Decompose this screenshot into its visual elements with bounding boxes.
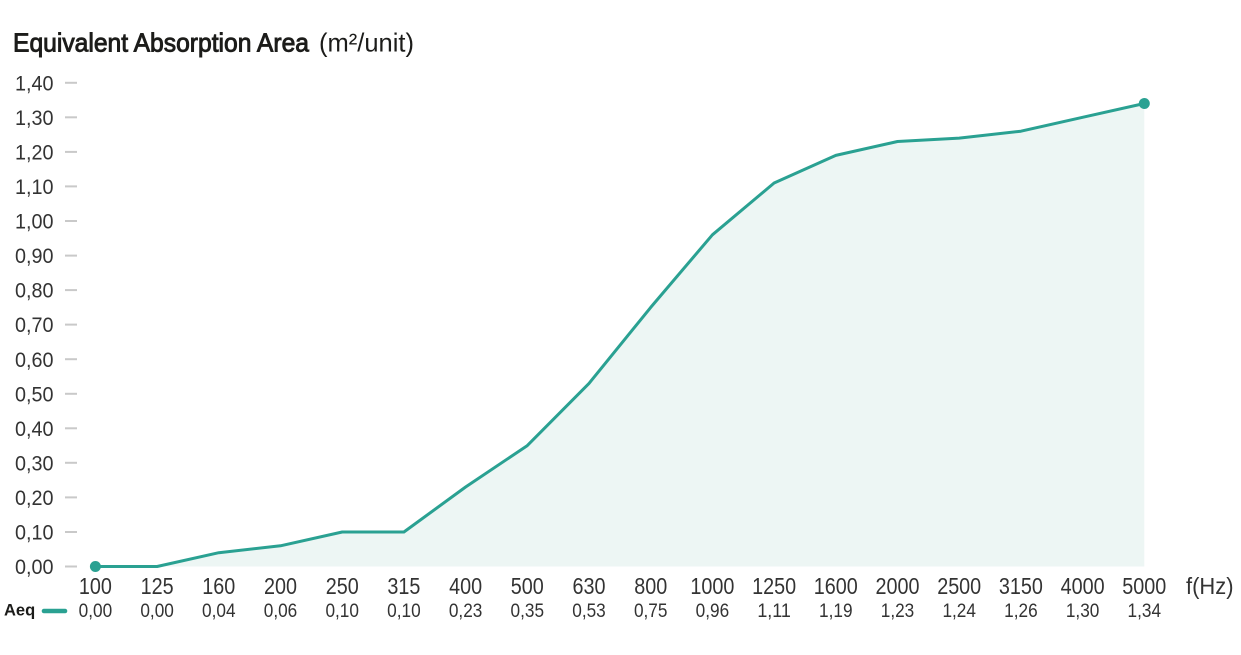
- svg-text:0,96: 0,96: [696, 601, 730, 622]
- svg-text:100: 100: [79, 573, 112, 599]
- svg-text:0,50: 0,50: [15, 383, 54, 406]
- svg-text:0,00: 0,00: [140, 601, 174, 622]
- svg-text:0,70: 0,70: [15, 314, 54, 337]
- svg-text:5000: 5000: [1122, 573, 1166, 599]
- svg-text:1,34: 1,34: [1128, 601, 1162, 622]
- svg-text:1,19: 1,19: [819, 601, 853, 622]
- svg-text:(m²/unit): (m²/unit): [319, 28, 414, 58]
- svg-text:1,23: 1,23: [881, 601, 915, 622]
- svg-text:160: 160: [202, 573, 235, 599]
- svg-text:1,00: 1,00: [15, 211, 54, 234]
- svg-text:1,24: 1,24: [942, 601, 976, 622]
- svg-text:1,30: 1,30: [1066, 601, 1100, 622]
- svg-text:0,10: 0,10: [325, 601, 359, 622]
- svg-text:0,53: 0,53: [572, 601, 606, 622]
- svg-text:f(Hz): f(Hz): [1186, 573, 1234, 599]
- svg-text:0,40: 0,40: [15, 418, 54, 441]
- svg-text:0,20: 0,20: [15, 487, 54, 510]
- svg-text:0,90: 0,90: [15, 245, 54, 268]
- svg-text:400: 400: [449, 573, 482, 599]
- svg-text:1000: 1000: [690, 573, 734, 599]
- svg-text:1,30: 1,30: [15, 107, 54, 130]
- svg-text:1600: 1600: [814, 573, 858, 599]
- svg-text:315: 315: [387, 573, 420, 599]
- svg-text:4000: 4000: [1061, 573, 1105, 599]
- svg-text:1,26: 1,26: [1004, 601, 1038, 622]
- svg-text:2500: 2500: [937, 573, 981, 599]
- svg-text:1,40: 1,40: [15, 72, 54, 95]
- svg-text:1250: 1250: [752, 573, 796, 599]
- svg-text:500: 500: [511, 573, 544, 599]
- svg-text:0,00: 0,00: [79, 601, 113, 622]
- svg-text:0,80: 0,80: [15, 280, 54, 303]
- svg-text:1,10: 1,10: [15, 176, 54, 199]
- svg-text:0,75: 0,75: [634, 601, 668, 622]
- svg-text:0,60: 0,60: [15, 349, 54, 372]
- svg-text:0,06: 0,06: [264, 601, 298, 622]
- svg-text:0,23: 0,23: [449, 601, 483, 622]
- svg-text:3150: 3150: [999, 573, 1043, 599]
- svg-text:0,30: 0,30: [15, 452, 54, 475]
- svg-text:250: 250: [326, 573, 359, 599]
- svg-text:125: 125: [141, 573, 174, 599]
- svg-text:0,10: 0,10: [15, 522, 54, 545]
- svg-text:0,35: 0,35: [511, 601, 545, 622]
- svg-text:0,10: 0,10: [387, 601, 421, 622]
- svg-text:0,04: 0,04: [202, 601, 236, 622]
- svg-text:0,00: 0,00: [15, 556, 54, 579]
- svg-text:630: 630: [573, 573, 606, 599]
- svg-text:Aeq: Aeq: [4, 602, 35, 620]
- svg-text:2000: 2000: [876, 573, 920, 599]
- svg-text:1,20: 1,20: [15, 142, 54, 165]
- svg-text:1,11: 1,11: [757, 601, 791, 622]
- svg-text:200: 200: [264, 573, 297, 599]
- svg-text:Equivalent Absorption Area: Equivalent Absorption Area: [13, 28, 310, 58]
- svg-text:800: 800: [634, 573, 667, 599]
